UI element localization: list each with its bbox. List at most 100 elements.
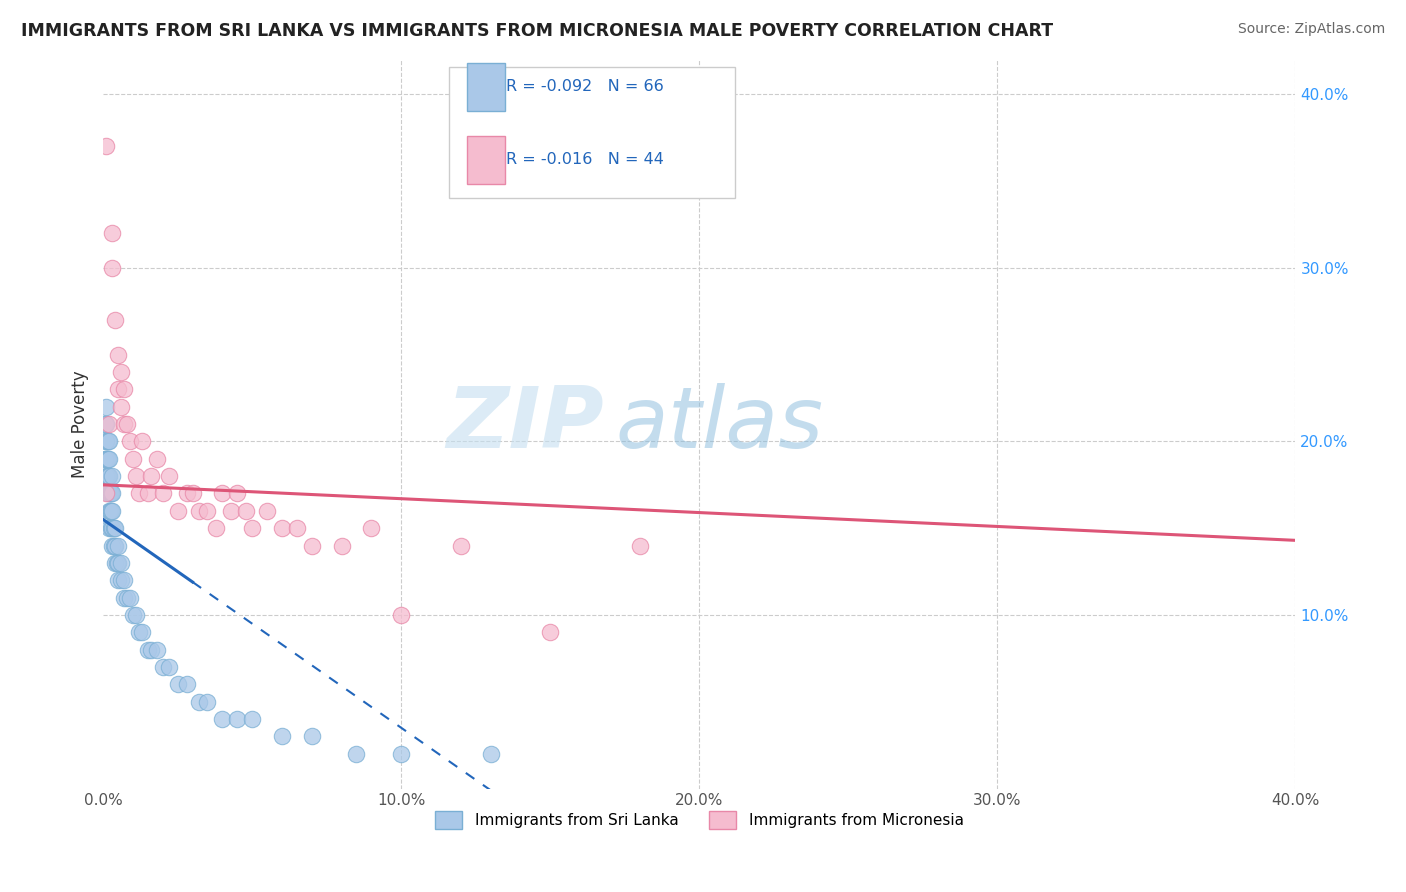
Point [104,313,127,327]
Point [166,677,188,691]
Point [101,539,124,553]
Point [176,486,198,500]
Point [240,521,263,535]
Point [98,469,121,483]
Point [628,539,651,553]
Point [101,469,124,483]
Point [98,521,121,535]
Point [152,660,174,674]
Point [94,417,117,431]
Point [187,695,209,709]
Point [110,574,132,588]
Text: R = -0.016   N = 44: R = -0.016 N = 44 [506,153,664,168]
Point [101,486,124,500]
Point [131,625,153,640]
Point [93,417,115,431]
Point [285,521,308,535]
Point [101,226,124,240]
Point [100,504,122,518]
Point [118,591,141,605]
Point [100,521,122,535]
Point [271,730,294,744]
Point [157,660,180,674]
Point [122,607,145,622]
Point [301,730,323,744]
Point [479,747,502,761]
Point [187,504,209,518]
Point [94,400,117,414]
Point [152,486,174,500]
Point [139,469,162,483]
Point [110,365,132,379]
Point [105,556,128,570]
Text: atlas: atlas [616,383,824,466]
Point [97,434,120,449]
Point [389,607,412,622]
Point [97,469,120,483]
Point [98,504,121,518]
Point [330,539,353,553]
Point [97,451,120,466]
Point [226,712,249,726]
Point [101,260,124,275]
Point [94,451,117,466]
Point [176,677,198,691]
Point [96,451,118,466]
Point [128,625,150,640]
Point [94,434,117,449]
Point [100,486,122,500]
Point [139,642,162,657]
Point [205,521,228,535]
Point [197,504,219,518]
Point [107,382,129,396]
Text: R = -0.092   N = 66: R = -0.092 N = 66 [506,79,664,95]
Point [96,469,118,483]
Point [122,451,145,466]
Point [98,434,121,449]
Point [211,712,233,726]
Point [112,591,135,605]
Text: IMMIGRANTS FROM SRI LANKA VS IMMIGRANTS FROM MICRONESIA MALE POVERTY CORRELATION: IMMIGRANTS FROM SRI LANKA VS IMMIGRANTS … [21,22,1053,40]
Point [101,521,124,535]
Point [118,434,141,449]
Point [98,486,121,500]
Point [181,486,204,500]
Point [110,400,132,414]
FancyBboxPatch shape [449,67,735,198]
Point [538,625,561,640]
Point [112,574,135,588]
Point [112,382,135,396]
Point [107,539,129,553]
Point [97,486,120,500]
Point [125,607,148,622]
FancyBboxPatch shape [467,136,505,184]
Point [131,434,153,449]
Point [450,539,472,553]
Point [98,417,121,431]
Point [104,539,127,553]
FancyBboxPatch shape [467,63,505,111]
Point [166,504,188,518]
Point [107,574,129,588]
Point [115,591,138,605]
Point [346,747,368,761]
Point [157,469,180,483]
Point [98,486,121,500]
Point [136,642,159,657]
Point [107,348,129,362]
Point [101,504,124,518]
Y-axis label: Male Poverty: Male Poverty [72,370,89,478]
Text: ZIP: ZIP [446,383,605,466]
Point [103,539,125,553]
Point [211,486,233,500]
Legend: Immigrants from Sri Lanka, Immigrants from Micronesia: Immigrants from Sri Lanka, Immigrants fr… [429,805,970,836]
Point [128,486,150,500]
Point [301,539,323,553]
Point [271,521,294,535]
Point [103,521,125,535]
Point [112,417,135,431]
Point [98,451,121,466]
Point [110,556,132,570]
Point [98,504,121,518]
Point [94,486,117,500]
